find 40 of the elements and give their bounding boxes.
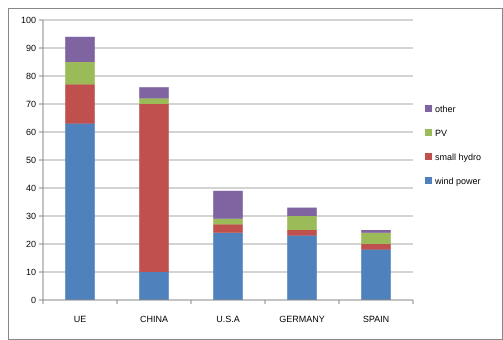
- y-tick-label: 40: [26, 183, 36, 194]
- bar: [287, 230, 317, 236]
- bar: [361, 244, 391, 250]
- y-tick-label: 100: [20, 15, 36, 26]
- bar: [213, 218, 243, 224]
- bar: [65, 84, 95, 124]
- x-tick-label: CHINA: [140, 314, 168, 324]
- bar: [213, 232, 243, 300]
- y-tick-label: 90: [26, 43, 36, 54]
- bar: [139, 98, 169, 104]
- y-tick-label: 60: [26, 127, 36, 138]
- bar: [139, 272, 169, 300]
- x-tick-label: GERMANY: [279, 314, 325, 324]
- bar: [287, 208, 317, 216]
- y-tick-label: 0: [30, 295, 36, 306]
- bar: [213, 190, 243, 219]
- legend-label: wind power: [434, 176, 481, 186]
- bar: [361, 230, 391, 233]
- x-tick-label: U.S.A: [216, 314, 240, 324]
- bar: [287, 236, 317, 300]
- bar: [213, 224, 243, 233]
- bar: [139, 104, 169, 272]
- bar: [65, 124, 95, 300]
- y-tick-label: 70: [26, 99, 36, 110]
- y-tick-label: 30: [26, 211, 36, 222]
- bar: [287, 216, 317, 230]
- y-tick-label: 50: [26, 155, 36, 166]
- legend-label: PV: [435, 128, 448, 138]
- bar: [139, 87, 169, 98]
- legend-label: small hydro: [435, 152, 482, 162]
- y-tick-label: 10: [26, 267, 36, 278]
- bar: [65, 62, 95, 84]
- x-tick-label: SPAIN: [362, 314, 390, 324]
- bar: [65, 36, 95, 62]
- bar: [361, 250, 391, 300]
- y-tick-label: 80: [26, 71, 36, 82]
- x-tick-label: UE: [74, 314, 86, 324]
- y-tick-label: 20: [26, 239, 36, 250]
- bar: [361, 232, 391, 244]
- legend-label: other: [435, 104, 456, 114]
